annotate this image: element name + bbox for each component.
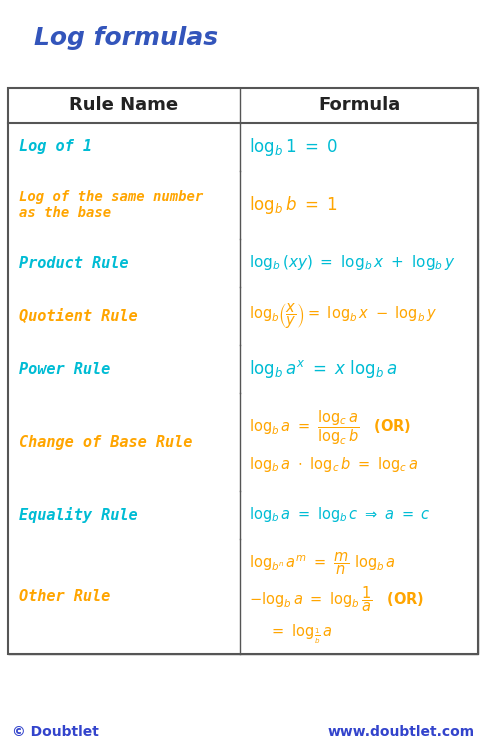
- FancyBboxPatch shape: [8, 123, 478, 171]
- Text: Rule Name: Rule Name: [69, 96, 178, 114]
- Text: $\log_b a\ \cdot\ \log_c b\ =\ \log_c a$: $\log_b a\ \cdot\ \log_c b\ =\ \log_c a$: [249, 456, 418, 475]
- Text: $\log_b b\ =\ 1$: $\log_b b\ =\ 1$: [249, 194, 339, 216]
- FancyBboxPatch shape: [8, 491, 478, 539]
- Text: Other Rule: Other Rule: [19, 589, 111, 604]
- Text: Change of Base Rule: Change of Base Rule: [19, 435, 193, 450]
- Text: $\log_b a\ =\ \dfrac{\log_c a}{\log_c b}\ \ \ \mathbf{(OR)}$: $\log_b a\ =\ \dfrac{\log_c a}{\log_c b}…: [249, 409, 411, 448]
- Text: $\log_b a^x\ =\ x\ \log_b a$: $\log_b a^x\ =\ x\ \log_b a$: [249, 358, 397, 380]
- FancyBboxPatch shape: [8, 88, 478, 654]
- Text: $\log_b a\ =\ \log_b c\ \Rightarrow\ a\ =\ c$: $\log_b a\ =\ \log_b c\ \Rightarrow\ a\ …: [249, 505, 431, 524]
- Text: Formula: Formula: [318, 96, 400, 114]
- Text: Log of the same number: Log of the same number: [19, 190, 204, 204]
- FancyBboxPatch shape: [8, 393, 478, 491]
- Text: $\log_b\!\left(\dfrac{x}{y}\right)=\ \log_b x\ -\ \log_b y$: $\log_b\!\left(\dfrac{x}{y}\right)=\ \lo…: [249, 301, 438, 330]
- Text: Log formulas: Log formulas: [34, 26, 218, 50]
- FancyBboxPatch shape: [8, 345, 478, 393]
- FancyBboxPatch shape: [8, 88, 478, 123]
- Text: © Doubtlet: © Doubtlet: [12, 725, 99, 739]
- Text: $-\log_b a\ =\ \log_b \dfrac{1}{a}\ \ \ \mathbf{(OR)}$: $-\log_b a\ =\ \log_b \dfrac{1}{a}\ \ \ …: [249, 584, 425, 614]
- Text: as the base: as the base: [19, 206, 112, 220]
- Text: Quotient Rule: Quotient Rule: [19, 309, 138, 324]
- Text: Equality Rule: Equality Rule: [19, 507, 138, 523]
- Text: Log of 1: Log of 1: [19, 140, 93, 155]
- Text: Product Rule: Product Rule: [19, 255, 129, 270]
- FancyBboxPatch shape: [8, 239, 478, 287]
- Text: $\log_b 1\ =\ 0$: $\log_b 1\ =\ 0$: [249, 136, 339, 158]
- FancyBboxPatch shape: [8, 539, 478, 654]
- Text: $=\ \log_{\frac{1}{b}} a$: $=\ \log_{\frac{1}{b}} a$: [269, 623, 332, 646]
- Text: $\log_b(xy)\ =\ \log_b x\ +\ \log_b y$: $\log_b(xy)\ =\ \log_b x\ +\ \log_b y$: [249, 254, 456, 273]
- FancyBboxPatch shape: [8, 171, 478, 239]
- Text: www.doubtlet.com: www.doubtlet.com: [327, 725, 474, 739]
- FancyBboxPatch shape: [8, 287, 478, 345]
- Text: $\log_{b^n} a^m\ =\ \dfrac{m}{n}\ \log_b a$: $\log_{b^n} a^m\ =\ \dfrac{m}{n}\ \log_b…: [249, 550, 396, 578]
- Text: Power Rule: Power Rule: [19, 361, 111, 376]
